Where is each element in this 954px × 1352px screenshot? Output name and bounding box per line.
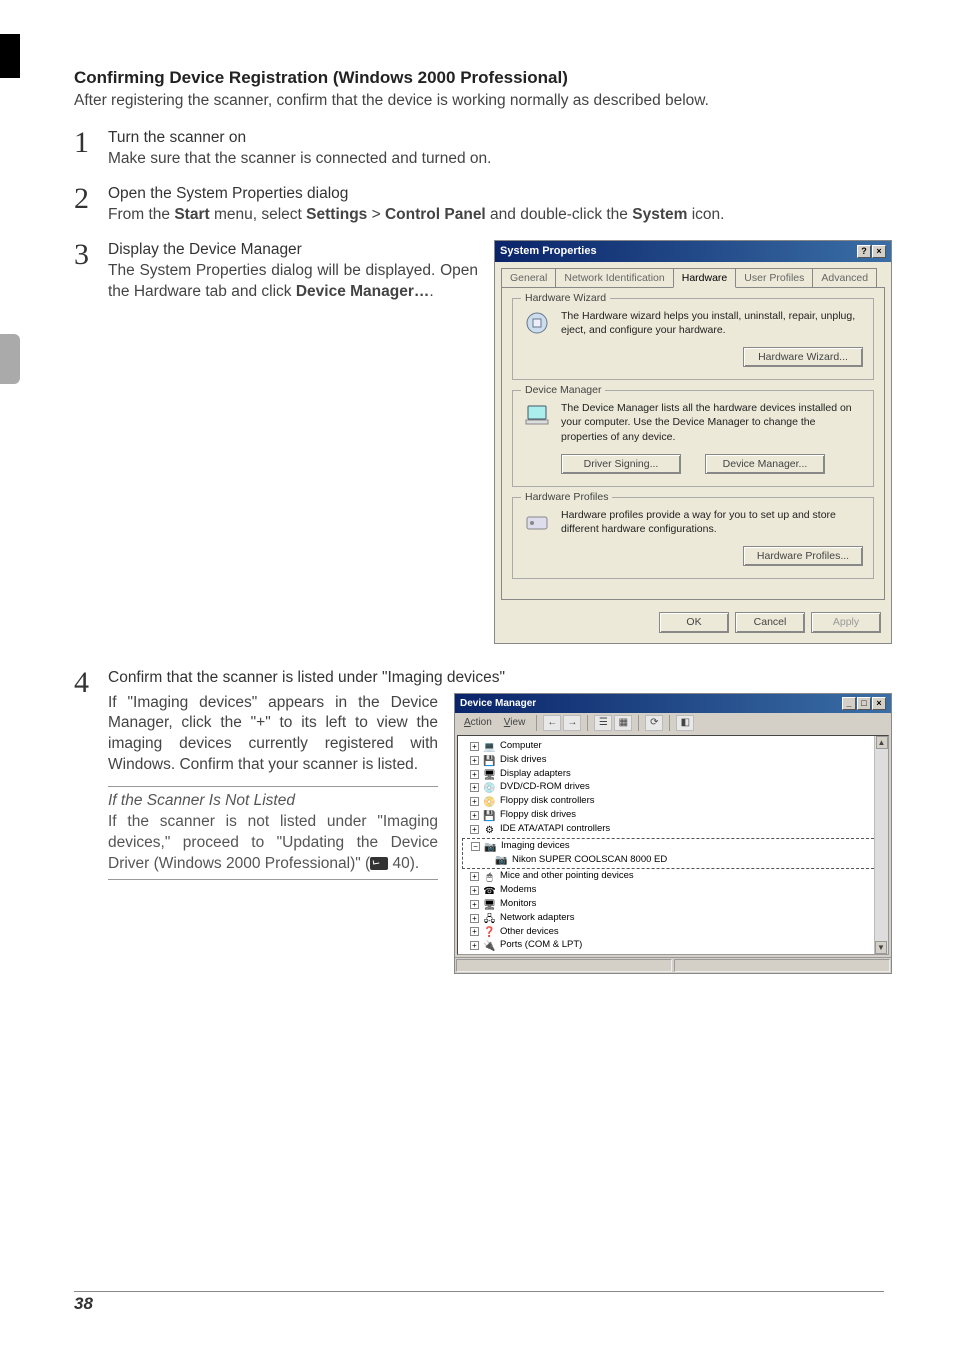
step-2: 2 Open the System Properties dialog From… [74,184,884,226]
tree-item-mice[interactable]: +🖱Mice and other pointing devices [462,870,884,884]
hardware-wizard-button[interactable]: Hardware Wizard... [743,347,863,367]
step-title: Confirm that the scanner is listed under… [108,668,892,689]
statusbar [455,957,891,973]
separator [587,715,588,731]
step-number: 4 [74,668,108,698]
driver-signing-button[interactable]: Driver Signing... [561,454,681,474]
step-title: Display the Device Manager [108,240,478,261]
tree-item-disk-drives[interactable]: +💾Disk drives [462,754,884,768]
separator [638,715,639,731]
step-3: 3 Display the Device Manager The System … [74,240,884,644]
back-icon[interactable]: ← [543,715,561,731]
tab-advanced[interactable]: Advanced [812,268,877,287]
hardware-profiles-button[interactable]: Hardware Profiles... [743,546,863,566]
refresh-icon[interactable]: ⟳ [645,715,663,731]
device-manager-window: Device Manager _ □ × Action View ← → [454,693,892,975]
group-legend: Hardware Wizard [521,291,610,305]
tree-item-computer[interactable]: +💻Computer [462,740,884,754]
step-1: 1 Turn the scanner on Make sure that the… [74,128,884,170]
window-title: System Properties [500,244,597,259]
step-4: 4 Confirm that the scanner is listed und… [74,668,884,974]
device-manager-icon [523,401,551,429]
tree-item-other[interactable]: +❓Other devices [462,926,884,940]
apply-button[interactable]: Apply [811,612,881,632]
device-manager-button[interactable]: Device Manager... [705,454,825,474]
tab-network-identification[interactable]: Network Identification [555,268,673,287]
group-legend: Hardware Profiles [521,490,612,504]
step-text: From the Start menu, select Settings > C… [108,206,724,223]
separator [669,715,670,731]
group-description: Hardware profiles provide a way for you … [561,508,863,536]
section-title: Confirming Device Registration (Windows … [74,68,884,88]
tree-item-sound[interactable]: +🔊Sound, video and game controllers [462,953,884,955]
properties-icon[interactable]: ▦ [614,715,632,731]
scroll-down-icon[interactable]: ▼ [875,941,887,954]
tab-strip: General Network Identification Hardware … [495,262,891,287]
tab-user-profiles[interactable]: User Profiles [735,268,813,287]
tab-hardware[interactable]: Hardware [673,268,737,288]
tree-item-scanner[interactable]: 📷Nikon SUPER COOLSCAN 8000 ED [463,854,883,868]
step-number: 3 [74,240,108,270]
tree-item-network[interactable]: +🖧Network adapters [462,912,884,926]
menu-view[interactable]: View [499,715,531,731]
tree-item-dvd-cdrom[interactable]: +💿DVD/CD-ROM drives [462,781,884,795]
group-description: The Hardware wizard helps you install, u… [561,309,863,337]
hardware-profiles-group: Hardware Profiles Hardware profiles prov… [512,497,874,580]
device-tree: +💻Computer +💾Disk drives +🖥Display adapt… [457,735,889,955]
page-number: 38 [74,1294,93,1314]
tree-item-imaging-devices[interactable]: −📷Imaging devices [463,840,883,854]
sub-heading: If the Scanner Is Not Listed [108,792,295,809]
tab-general[interactable]: General [501,268,556,287]
tree-item-monitors[interactable]: +🖥Monitors [462,898,884,912]
titlebar: Device Manager _ □ × [455,694,891,714]
forward-icon[interactable]: → [563,715,581,731]
tree-item-ports[interactable]: +🔌Ports (COM & LPT) [462,939,884,953]
tree-item-floppy-drives[interactable]: +💾Floppy disk drives [462,809,884,823]
step-title: Open the System Properties dialog [108,184,884,205]
tree-item-modems[interactable]: +☎Modems [462,884,884,898]
hardware-profiles-icon [523,508,551,536]
step-title: Turn the scanner on [108,128,884,149]
scroll-up-icon[interactable]: ▲ [876,736,888,749]
scrollbar-vertical[interactable]: ▲ ▼ [874,736,888,954]
page-reference-icon [370,857,388,870]
window-title: Device Manager [460,697,536,711]
page-edge-tab-black [0,34,20,78]
system-properties-dialog: System Properties ? × General Network Id… [494,240,892,644]
tree-item-ide-controllers[interactable]: +⚙IDE ATA/ATAPI controllers [462,823,884,837]
help-button[interactable]: ? [857,245,871,258]
titlebar: System Properties ? × [495,241,891,262]
ok-button[interactable]: OK [659,612,729,632]
intro-text: After registering the scanner, confirm t… [74,92,884,110]
step-number: 1 [74,128,108,158]
step-text: The System Properties dialog will be dis… [108,262,478,300]
step-number: 2 [74,184,108,214]
sub-text: If the scanner is not listed under "Imag… [108,812,438,879]
step-text: Make sure that the scanner is connected … [108,150,491,167]
step-text: If "Imaging devices" appears in the Devi… [108,693,438,777]
highlighted-item: −📷Imaging devices 📷Nikon SUPER COOLSCAN … [462,838,884,870]
tree-item-display-adapters[interactable]: +🖥Display adapters [462,768,884,782]
menu-action[interactable]: Action [459,715,497,731]
close-button[interactable]: × [872,697,886,710]
maximize-button[interactable]: □ [857,697,871,710]
hardware-wizard-group: Hardware Wizard The Hardware wizard help… [512,298,874,381]
separator [536,715,537,731]
tree-icon[interactable]: ☰ [594,715,612,731]
page-content: Confirming Device Registration (Windows … [74,68,884,988]
group-description: The Device Manager lists all the hardwar… [561,401,863,444]
hardware-wizard-icon [523,309,551,337]
cancel-button[interactable]: Cancel [735,612,805,632]
footer-rule [74,1291,884,1292]
tree-item-floppy-controllers[interactable]: +📀Floppy disk controllers [462,795,884,809]
minimize-button[interactable]: _ [842,697,856,710]
tab-panel-hardware: Hardware Wizard The Hardware wizard help… [501,287,885,601]
device-manager-group: Device Manager The Device Manager lists … [512,390,874,487]
dialog-button-row: OK Cancel Apply [495,606,891,642]
page-edge-tab-gray [0,334,20,384]
close-button[interactable]: × [872,245,886,258]
menubar: Action View ← → ☰ ▦ ⟳ ◧ [455,713,891,733]
scan-icon[interactable]: ◧ [676,715,694,731]
group-legend: Device Manager [521,383,605,397]
